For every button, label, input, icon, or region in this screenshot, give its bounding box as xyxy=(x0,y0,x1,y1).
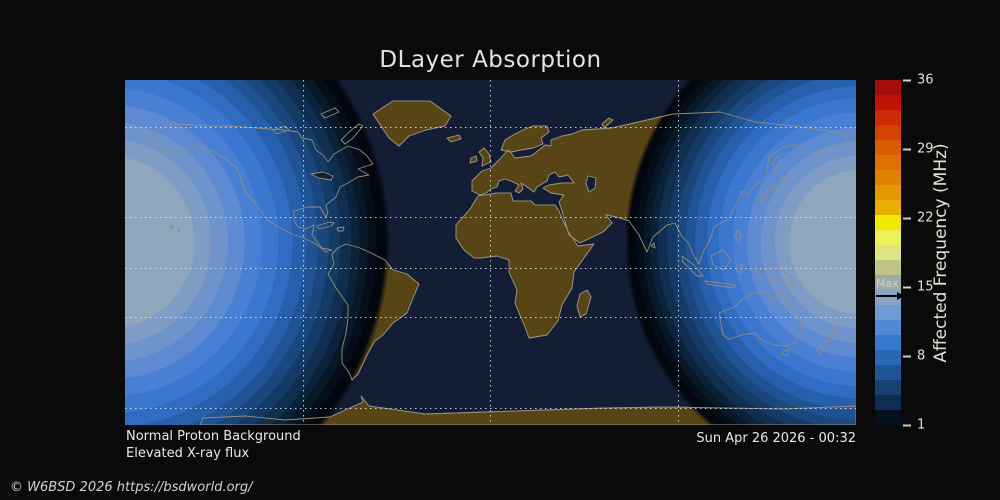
max-arrow-icon xyxy=(876,292,904,300)
gridline-meridian-west-90 xyxy=(303,80,304,425)
gridline-meridian-0 xyxy=(490,80,491,425)
colorbar-tick: 1 xyxy=(903,418,925,433)
xray-status-line: Elevated X-ray flux xyxy=(126,446,250,461)
colorbar-axis-label: Affected Frequency (MHz) xyxy=(931,143,951,363)
flux-status: Normal Proton Background Elevated X-ray … xyxy=(126,428,301,462)
tick-mark xyxy=(903,217,911,219)
tick-mark xyxy=(903,424,911,426)
tick-mark xyxy=(903,286,911,288)
colorbar-max-marker: Max xyxy=(876,278,906,301)
colorbar-tick: 29 xyxy=(903,142,934,157)
tick-label: 15 xyxy=(917,279,934,295)
colorbar-tick: 15 xyxy=(903,280,934,295)
max-label: Max xyxy=(876,277,899,290)
tick-mark xyxy=(903,79,911,81)
map-timestamp: Sun Apr 26 2026 - 00:32 xyxy=(696,431,856,446)
colorbar-tick: 8 xyxy=(903,349,925,364)
page-title: DLayer Absorption xyxy=(379,47,602,73)
world-map xyxy=(125,80,856,425)
tick-label: 29 xyxy=(917,141,934,157)
colorbar xyxy=(875,80,901,425)
tick-label: 36 xyxy=(917,72,934,88)
tick-mark xyxy=(903,355,911,357)
tick-label: 22 xyxy=(917,210,934,226)
copyright-notice: © W6BSD 2026 https://bsdworld.org/ xyxy=(10,480,253,495)
colorbar-tick: 36 xyxy=(903,73,934,88)
colorbar-tick: 22 xyxy=(903,211,934,226)
tick-label: 1 xyxy=(917,417,926,433)
proton-status-line: Normal Proton Background xyxy=(126,429,301,444)
tick-mark xyxy=(903,148,911,150)
gridline-meridian-east-90 xyxy=(678,80,679,425)
tick-label: 8 xyxy=(917,348,926,364)
